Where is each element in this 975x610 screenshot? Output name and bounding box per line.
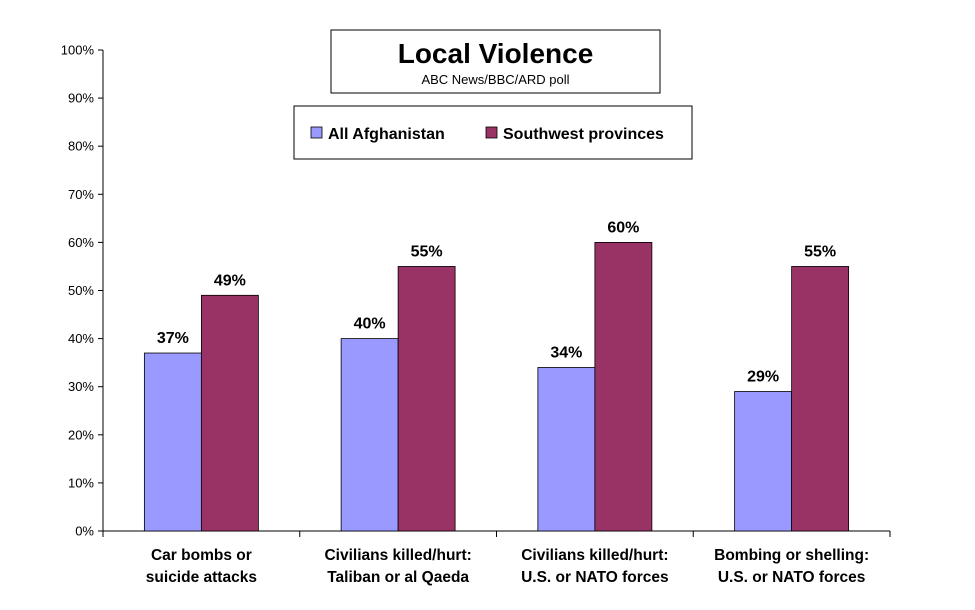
bar-all-afghanistan	[143, 352, 202, 532]
data-label: 29%	[747, 369, 779, 386]
y-tick-label: 40%	[68, 331, 94, 346]
bar-southwest-provinces	[594, 241, 653, 532]
legend-label-all-afghanistan: All Afghanistan	[328, 126, 445, 143]
data-label: 60%	[607, 219, 639, 236]
title-box-frame	[330, 29, 661, 94]
x-category-label: Taliban or al Qaeda	[327, 569, 469, 586]
x-category-label: Civilians killed/hurt:	[521, 547, 668, 564]
y-tick-label: 0%	[75, 524, 94, 539]
data-label: 55%	[411, 243, 443, 260]
y-tick-label: 60%	[68, 235, 94, 250]
legend-label-southwest-provinces: Southwest provinces	[503, 126, 664, 143]
y-tick-label: 10%	[68, 475, 94, 490]
y-tick-label: 30%	[68, 379, 94, 394]
x-category-label: Civilians killed/hurt:	[324, 547, 471, 564]
x-category-label: U.S. or NATO forces	[718, 569, 866, 586]
x-category-label: suicide attacks	[146, 569, 257, 586]
chart-title: Local Violence	[398, 38, 594, 69]
x-category-label: Car bombs or	[151, 547, 252, 564]
y-tick-label: 50%	[68, 283, 94, 298]
bar-southwest-provinces	[200, 294, 259, 532]
y-tick-label: 90%	[68, 91, 94, 106]
chart-subtitle: ABC News/BBC/ARD poll	[421, 72, 569, 87]
y-tick-label: 100%	[61, 43, 95, 58]
bar-all-afghanistan	[537, 367, 596, 532]
bar-southwest-provinces	[397, 266, 456, 532]
bar-southwest-provinces	[791, 266, 850, 532]
data-label: 34%	[550, 344, 582, 361]
legend-swatch-all-afghanistan	[310, 126, 323, 139]
data-label: 37%	[157, 330, 189, 347]
title-box: Local Violence ABC News/BBC/ARD poll	[330, 29, 661, 94]
legend-swatch-southwest-provinces	[485, 126, 498, 139]
bar-all-afghanistan	[734, 391, 793, 532]
bar-all-afghanistan	[340, 338, 399, 532]
y-tick-label: 80%	[68, 139, 94, 154]
x-category-label: Bombing or shelling:	[714, 547, 869, 564]
y-tick-label: 20%	[68, 427, 94, 442]
legend: All Afghanistan Southwest provinces	[293, 105, 693, 160]
data-label: 49%	[214, 272, 246, 289]
data-label: 40%	[354, 316, 386, 333]
data-label: 55%	[804, 243, 836, 260]
y-tick-label: 70%	[68, 187, 94, 202]
x-category-label: U.S. or NATO forces	[521, 569, 669, 586]
